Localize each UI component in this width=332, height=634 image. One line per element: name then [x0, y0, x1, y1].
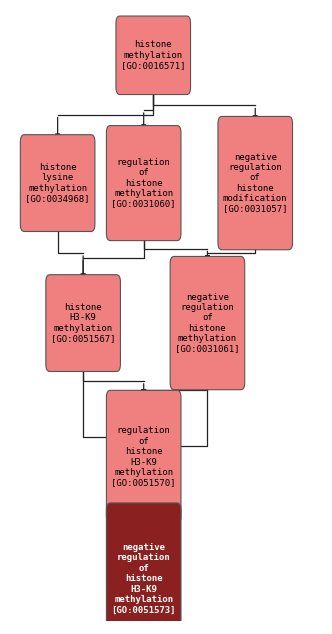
FancyBboxPatch shape	[46, 275, 121, 372]
FancyBboxPatch shape	[116, 16, 191, 94]
Text: histone
methylation
[GO:0016571]: histone methylation [GO:0016571]	[121, 41, 186, 70]
FancyBboxPatch shape	[20, 134, 95, 231]
FancyBboxPatch shape	[218, 117, 292, 250]
Text: histone
lysine
methylation
[GO:0034968]: histone lysine methylation [GO:0034968]	[25, 163, 90, 204]
FancyBboxPatch shape	[106, 503, 181, 634]
Text: regulation
of
histone
methylation
[GO:0031060]: regulation of histone methylation [GO:00…	[112, 158, 176, 209]
Text: negative
regulation
of
histone
modification
[GO:0031057]: negative regulation of histone modificat…	[223, 153, 288, 214]
FancyBboxPatch shape	[106, 126, 181, 241]
Text: negative
regulation
of
histone
methylation
[GO:0031061]: negative regulation of histone methylati…	[175, 292, 240, 354]
Text: negative
regulation
of
histone
H3-K9
methylation
[GO:0051573]: negative regulation of histone H3-K9 met…	[112, 543, 176, 614]
Text: histone
H3-K9
methylation
[GO:0051567]: histone H3-K9 methylation [GO:0051567]	[51, 303, 116, 343]
FancyBboxPatch shape	[106, 391, 181, 524]
FancyBboxPatch shape	[170, 256, 245, 390]
Text: regulation
of
histone
H3-K9
methylation
[GO:0051570]: regulation of histone H3-K9 methylation …	[112, 427, 176, 488]
